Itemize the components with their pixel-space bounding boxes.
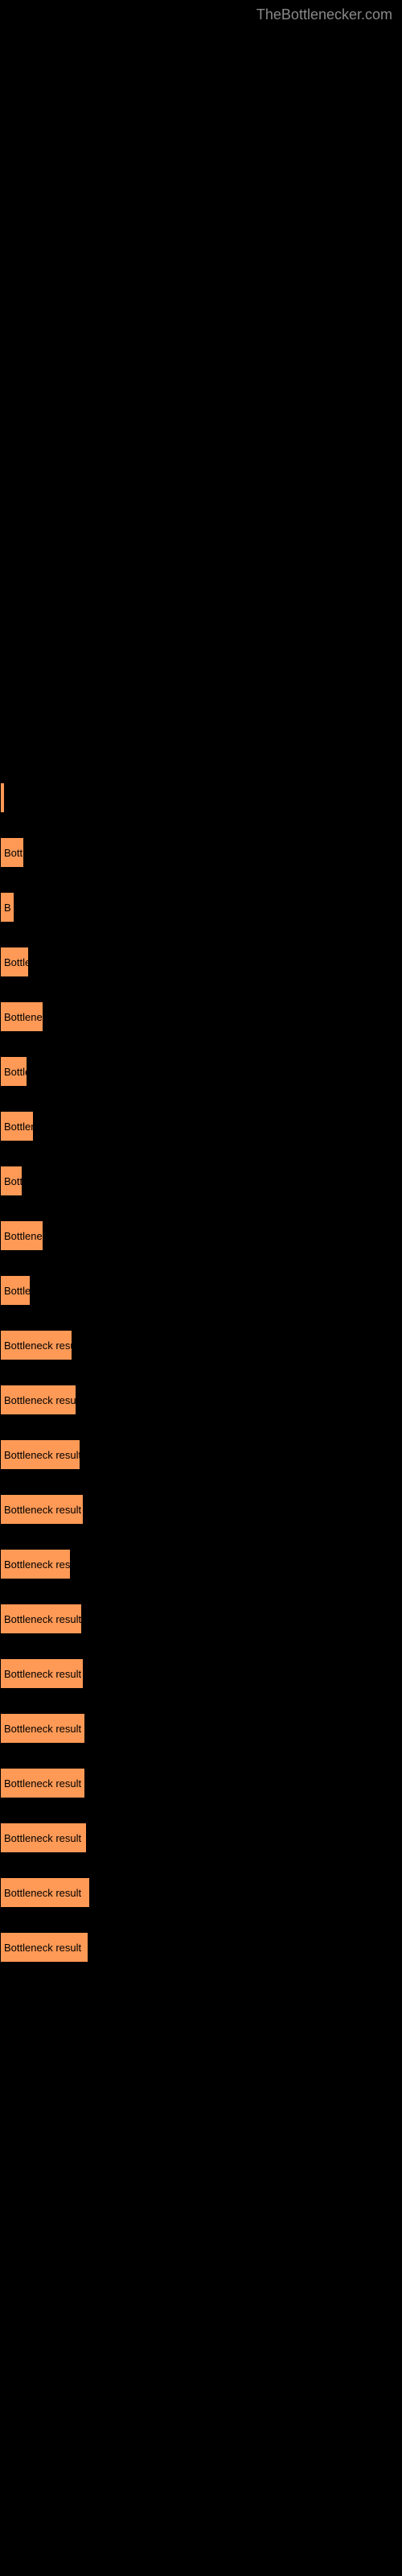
- chart-row: Bottleneck: [0, 1208, 402, 1263]
- chart-row: [0, 770, 402, 825]
- chart-bar: Bottleneck result: [0, 1877, 90, 1908]
- chart-row: Bottleneck result: [0, 1701, 402, 1756]
- chart-bar: Bottleneck: [0, 1001, 43, 1032]
- header: TheBottlenecker.com: [0, 0, 402, 30]
- chart-bar: Bottleneck result: [0, 1604, 82, 1634]
- bar-label: Bottleneck resu: [4, 1340, 72, 1352]
- chart-bar: Bottleneck result: [0, 1439, 80, 1470]
- bar-chart: Bottle B Bottlen Bottleneck Bottlen Bottlene B…: [0, 30, 402, 1975]
- chart-row: Bottlen: [0, 935, 402, 989]
- chart-bar: Bottleneck resu: [0, 1330, 72, 1360]
- bar-label: Bottleneck result: [4, 1777, 81, 1790]
- bar-label: B: [4, 902, 11, 914]
- bar-label: Bottle: [4, 847, 23, 859]
- bar-label: Bottleneck result: [4, 1668, 81, 1680]
- bar-label: Bottleneck resul: [4, 1394, 76, 1406]
- bar-label: Bottleneck res: [4, 1558, 70, 1571]
- bar-label: Bottleneck result: [4, 1723, 81, 1735]
- chart-row: Bottleneck result: [0, 1427, 402, 1482]
- chart-row: Bottleneck resu: [0, 1318, 402, 1373]
- chart-bar: Bottle: [0, 837, 24, 868]
- chart-row: Bottleneck result: [0, 1810, 402, 1865]
- chart-row: Bottlen: [0, 1044, 402, 1099]
- chart-row: Bottleneck: [0, 989, 402, 1044]
- watermark-text: TheBottlenecker.com: [256, 6, 392, 23]
- bar-label: Bottleneck: [4, 1011, 43, 1023]
- bar-label: Bottleneck result: [4, 1887, 81, 1899]
- chart-bar: [0, 782, 5, 813]
- bar-label: Bottlene: [4, 1121, 33, 1133]
- chart-row: Bottl: [0, 1154, 402, 1208]
- chart-bar: Bottleneck: [0, 1220, 43, 1251]
- chart-row: Bottleneck result: [0, 1756, 402, 1810]
- chart-bar: Bottlen: [0, 1056, 27, 1087]
- chart-bar: Bottleneck result: [0, 1823, 87, 1853]
- chart-bar: Bottlene: [0, 1111, 34, 1141]
- chart-bar: Bottl: [0, 1166, 23, 1196]
- bar-label: Bottlene: [4, 1285, 30, 1297]
- bar-label: Bottl: [4, 1175, 22, 1187]
- bar-label: Bottlen: [4, 956, 28, 968]
- bar-label: Bottleneck result: [4, 1942, 81, 1954]
- bar-label: Bottleneck result: [4, 1613, 81, 1625]
- bar-label: Bottleneck: [4, 1230, 43, 1242]
- chart-row: Bottleneck result: [0, 1865, 402, 1920]
- bar-label: Bottleneck result: [4, 1832, 81, 1844]
- chart-bar: B: [0, 892, 14, 923]
- chart-bar: Bottleneck result: [0, 1932, 88, 1963]
- chart-row: Bottle: [0, 825, 402, 880]
- chart-row: Bottleneck result: [0, 1646, 402, 1701]
- chart-row: Bottleneck result: [0, 1482, 402, 1537]
- chart-bar: Bottleneck result: [0, 1494, 84, 1525]
- chart-row: Bottlene: [0, 1263, 402, 1318]
- bar-label: Bottleneck result: [4, 1449, 80, 1461]
- chart-row: Bottleneck resul: [0, 1373, 402, 1427]
- chart-row: Bottleneck result: [0, 1591, 402, 1646]
- chart-row: Bottleneck res: [0, 1537, 402, 1591]
- chart-bar: Bottlene: [0, 1275, 31, 1306]
- chart-bar: Bottlen: [0, 947, 29, 977]
- chart-row: B: [0, 880, 402, 935]
- chart-bar: Bottleneck resul: [0, 1385, 76, 1415]
- chart-bar: Bottleneck result: [0, 1768, 85, 1798]
- bar-label: Bottlen: [4, 1066, 27, 1078]
- chart-row: Bottleneck result: [0, 1920, 402, 1975]
- bar-label: Bottleneck result: [4, 1504, 81, 1516]
- chart-row: Bottlene: [0, 1099, 402, 1154]
- chart-bar: Bottleneck res: [0, 1549, 71, 1579]
- chart-bar: Bottleneck result: [0, 1713, 85, 1744]
- chart-bar: Bottleneck result: [0, 1658, 84, 1689]
